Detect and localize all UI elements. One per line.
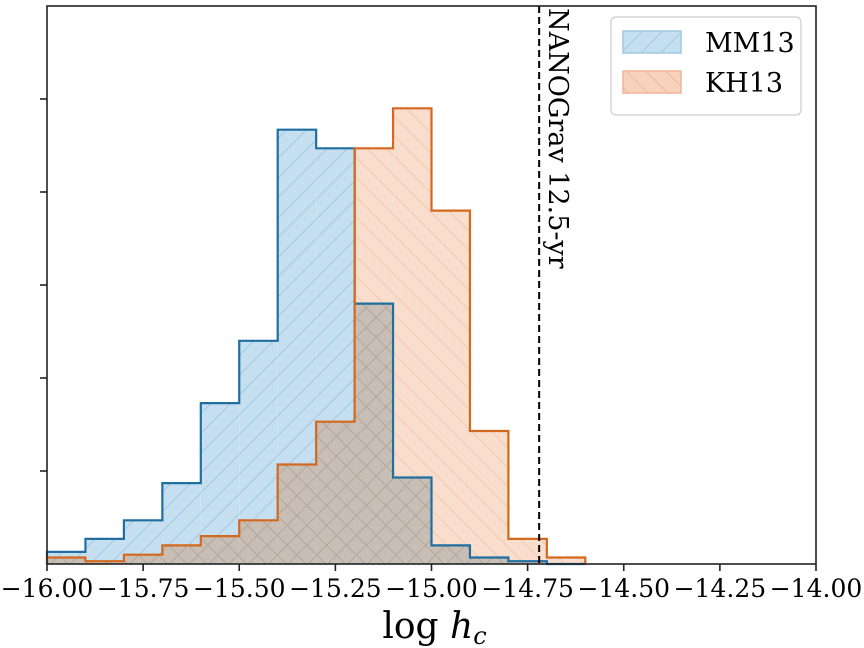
legend-label-kh13: KH13 xyxy=(705,68,783,99)
bar-overlap-0 xyxy=(47,557,86,564)
x-tick-label-8: −14.00 xyxy=(770,574,863,603)
bar-overlap-4 xyxy=(200,536,240,564)
bar-overlap-8 xyxy=(354,303,394,564)
bar-overlap-3 xyxy=(162,545,201,564)
outline-mm13 xyxy=(45,128,586,566)
bar-kh13-13 xyxy=(546,557,586,564)
x-axis-title: log hc xyxy=(382,606,486,648)
outline-kh13 xyxy=(45,107,587,564)
x-tick-label-2: −15.50 xyxy=(193,574,286,603)
x-tick-label-1: −15.75 xyxy=(97,574,190,603)
legend-swatch-kh13 xyxy=(622,70,682,94)
x-tick-label-0: −16.00 xyxy=(1,574,94,603)
bar-overlap-10 xyxy=(431,545,470,564)
bar-kh13-11 xyxy=(469,431,509,564)
legend-label-mm13: MM13 xyxy=(705,28,795,59)
x-tick-label-3: −15.25 xyxy=(289,574,382,603)
bar-overlap-2 xyxy=(123,554,163,564)
bar-overlap-6 xyxy=(277,464,317,564)
legend-swatch-mm13 xyxy=(622,30,682,54)
vline-label: NANOGrav 12.5-yr xyxy=(542,8,573,269)
bar-overlap-11 xyxy=(469,557,509,564)
bar-kh13-12 xyxy=(508,538,547,564)
x-tick-label-5: −14.75 xyxy=(481,574,574,603)
bar-overlap-9 xyxy=(393,477,432,564)
bar-overlap-5 xyxy=(239,520,278,564)
x-tick-label-4: −15.00 xyxy=(385,574,478,603)
bar-overlap-7 xyxy=(316,421,355,564)
bar-overlap-12 xyxy=(508,561,547,564)
bar-mm13-1 xyxy=(85,538,124,564)
x-tick-label-6: −14.50 xyxy=(577,574,670,603)
x-tick-label-7: −14.25 xyxy=(674,574,767,603)
bar-overlap-1 xyxy=(85,561,124,564)
bar-kh13-10 xyxy=(431,210,470,564)
